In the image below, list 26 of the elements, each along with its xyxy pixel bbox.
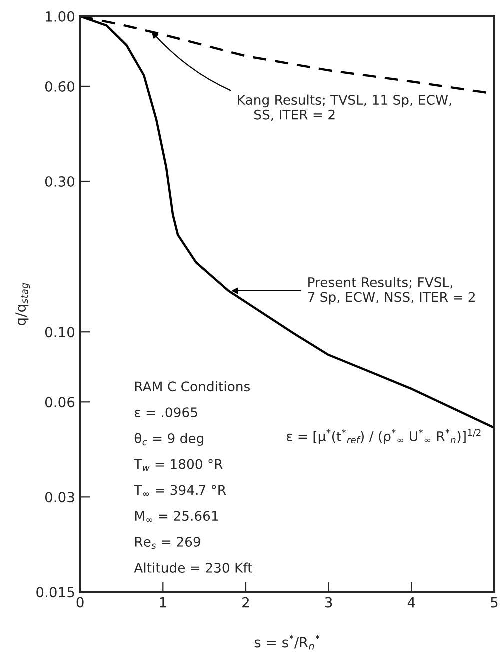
y-tick-label: 0.60 (45, 81, 75, 92)
annotation: RAM C Conditions (135, 381, 250, 392)
x-tick-label: 1 (160, 597, 166, 608)
y-tick-label: 0.03 (45, 492, 74, 503)
annotation: ε = .0965 (135, 408, 198, 418)
annotation: Re$_{s}$ = 269 (135, 537, 200, 550)
annotation: M$_{∞}$ = 25.661 (135, 511, 218, 522)
y-axis-title: q/q$_{stag}$ (16, 283, 30, 326)
y-tick-label: 0.30 (45, 176, 75, 187)
y-tick-label: 0.015 (36, 587, 74, 598)
y-tick-label: 0.06 (45, 397, 75, 408)
annotation: T$_{∞}$ = 394.7 °R (134, 485, 226, 496)
x-tick-label: 4 (408, 597, 416, 608)
x-tick-label: 2 (242, 597, 250, 608)
annotation: θ$_{c}$ = 9 deg (134, 433, 204, 446)
x-tick-label: 0 (76, 597, 84, 608)
x-axis-title: s = s$^{*}$/R$_{n}$$^{*}$ (254, 634, 320, 650)
y-tick-label: 1.00 (46, 11, 75, 22)
annotation: Kang Results; TVSL, 11 Sp, ECW, SS, ITER = 2 (238, 94, 452, 122)
annotation: Altitude = 230 Kft (134, 562, 252, 573)
text: ε = [μ$^{*}$(t$^{*}$$_{ref}$) / (ρ$^{*}$$_{∞}$ U$^{*}$$_{∞}$ R$^{*}$$_{n}$)]$^{1/2}$ (286, 429, 481, 444)
y-tick-label: 0.10 (45, 327, 75, 338)
x-tick-label: 5 (491, 597, 498, 608)
annotation: Present Results; FVSL, 7 Sp, ECW, NSS, ITER = 2 (308, 277, 475, 305)
x-tick-label: 3 (325, 597, 332, 608)
annotation: T$_{w}$ = 1800 °R (134, 459, 223, 472)
